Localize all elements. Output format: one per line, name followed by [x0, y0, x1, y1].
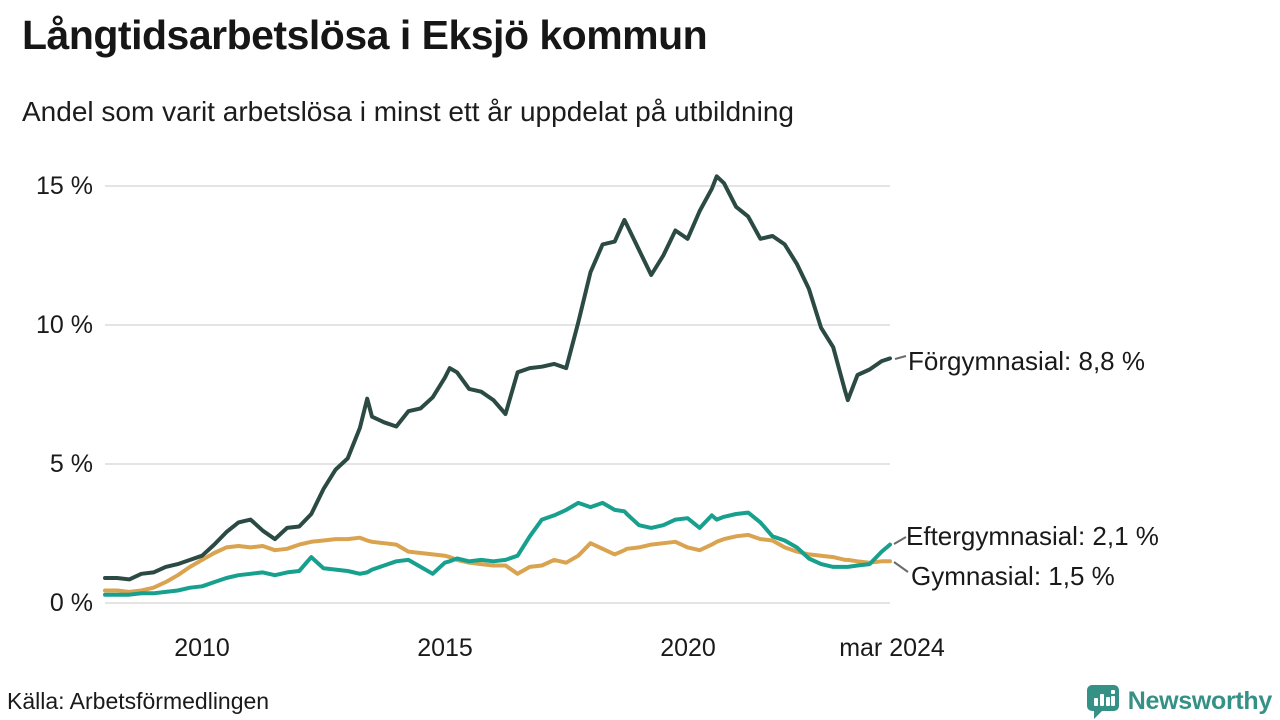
- y-axis-tick-10: 10 %: [36, 311, 93, 339]
- series-end-label-gymnasial: Gymnasial: 1,5 %: [911, 561, 1115, 591]
- chart-subtitle: Andel som varit arbetslösa i minst ett å…: [22, 96, 794, 127]
- series-end-label-forgymnasial: Förgymnasial: 8,8 %: [908, 346, 1145, 376]
- bar-1: [1093, 698, 1098, 706]
- series-line-eftergymnasial: [103, 500, 892, 597]
- source-attribution: Källa: Arbetsförmedlingen: [7, 688, 270, 714]
- newsworthy-logo-icon: [1086, 685, 1119, 719]
- newsworthy-wordmark: Newsworthy: [1127, 686, 1273, 715]
- x-axis-tick-2020: 2020: [660, 634, 716, 662]
- bar-3: [1105, 697, 1110, 706]
- series-end-label-eftergymnasial: Eftergymnasial: 2,1 %: [906, 521, 1159, 551]
- newsworthy-brand: Newsworthy: [1085, 683, 1272, 719]
- gridlines: [105, 185, 890, 604]
- series-line-gymnasial: [103, 532, 892, 594]
- label-connector-eftergymnasial: [893, 536, 907, 545]
- label-connector-forgymnasial: [894, 355, 907, 360]
- page-title: Långtidsarbetslösa i Eksjö kommun: [22, 12, 708, 58]
- series-line-forgymnasial: [103, 174, 892, 582]
- y-axis-tick-15: 15 %: [36, 172, 93, 200]
- x-axis-tick-2010: 2010: [174, 634, 230, 662]
- x-axis-tick-mar-2024: mar 2024: [839, 634, 945, 662]
- y-axis-tick-0: 0 %: [49, 589, 93, 617]
- label-connector-gymnasial: [893, 561, 909, 573]
- y-axis-tick-5: 5 %: [49, 450, 93, 478]
- exclamation-bar: [1110, 696, 1115, 706]
- x-axis-tick-2015: 2015: [417, 634, 473, 662]
- bar-2: [1099, 694, 1104, 706]
- exclamation-dot: [1110, 690, 1115, 694]
